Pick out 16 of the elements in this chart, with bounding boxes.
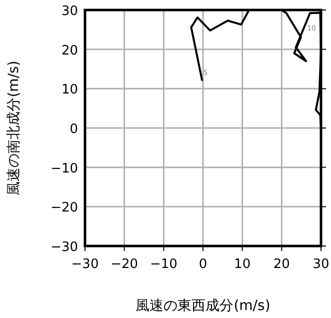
y-tick-label: 10 <box>61 82 78 98</box>
y-axis-title: 風速の南北成分(m/s) <box>6 60 22 196</box>
x-tick-label: −20 <box>110 257 138 272</box>
y-tick-label: 0 <box>70 122 78 137</box>
x-tick-label: 0 <box>198 257 208 272</box>
x-axis-title: 風速の東西成分(m/s) <box>136 298 270 314</box>
x-tick-label: 30 <box>312 257 330 272</box>
y-tick-label: −30 <box>50 240 78 255</box>
x-tick-label: −10 <box>150 257 178 272</box>
y-tick-label: −20 <box>50 200 78 216</box>
x-tick-label: 20 <box>273 257 290 272</box>
y-tick-label: 30 <box>61 4 78 19</box>
x-tick-label: −30 <box>71 257 99 272</box>
y-tick-label: 20 <box>61 43 78 58</box>
y-tick-label: −10 <box>50 161 78 176</box>
x-tick-label: 10 <box>234 257 251 272</box>
